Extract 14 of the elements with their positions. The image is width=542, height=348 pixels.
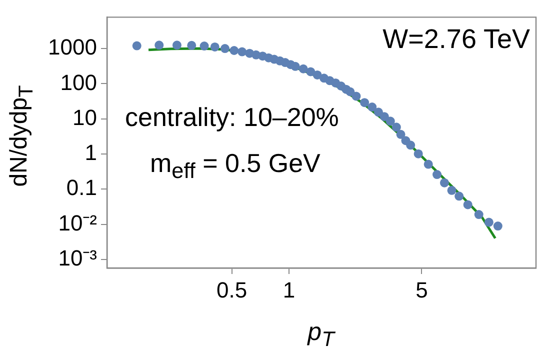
- x-axis-title: p$_{T}$: [308, 318, 334, 348]
- x-tick-label: 1: [282, 277, 296, 302]
- annotation: m$_{eff}$ = 0.5 GeV: [150, 148, 320, 184]
- y-tick-label: 100: [60, 70, 97, 95]
- x-tick-label: 0.5: [216, 277, 248, 302]
- annotation: centrality: 10–20%: [125, 102, 339, 133]
- y-tick-label: 10⁻³: [58, 245, 97, 270]
- y-tick-label: 0.1: [66, 175, 97, 200]
- y-tick-label: 10: [72, 104, 97, 130]
- y-tick-label: 10⁻²: [58, 210, 97, 236]
- x-tick-label: 5: [416, 277, 428, 302]
- y-tick-label: 1000: [48, 34, 97, 60]
- y-tick-label: 1: [84, 140, 97, 166]
- annotation: W=2.76 TeV: [382, 24, 530, 55]
